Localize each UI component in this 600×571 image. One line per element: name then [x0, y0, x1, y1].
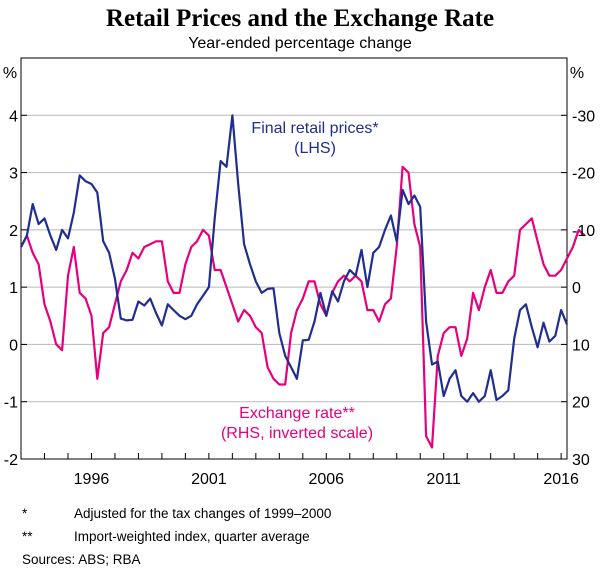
x-tick-label: 2001 — [191, 471, 227, 488]
right-tick-label: 0 — [572, 280, 581, 297]
plot-frame — [20, 57, 568, 460]
right-tick-label: 30 — [572, 452, 590, 469]
right-tick-label: 20 — [572, 395, 590, 412]
axis-ticks — [20, 114, 567, 460]
footnote-1-text: Adjusted for the tax changes of 1999–200… — [74, 506, 331, 521]
series-label-retail: Final retail prices* — [251, 120, 378, 137]
chart-subtitle: Year-ended percentage change — [188, 35, 412, 52]
series-label-exchange-axis: (RHS, inverted scale) — [221, 425, 373, 442]
left-axis-unit: % — [3, 65, 17, 82]
right-tick-label: -10 — [572, 223, 595, 240]
left-tick-label: -1 — [4, 395, 18, 412]
right-tick-label: 10 — [572, 337, 590, 354]
left-tick-label: 4 — [9, 108, 18, 125]
right-tick-label: -30 — [572, 108, 595, 125]
exchange-rate-line — [20, 165, 586, 449]
left-tick-label: 0 — [9, 337, 18, 354]
series-label-exchange: Exchange rate** — [239, 405, 355, 422]
chart-title: Retail Prices and the Exchange Rate — [106, 5, 494, 32]
left-tick-label: 2 — [9, 223, 18, 240]
retail-prices-line — [20, 114, 569, 403]
gridlines — [21, 114, 567, 403]
footnote-2-text: Import-weighted index, quarter average — [74, 529, 310, 544]
left-tick-label: 1 — [9, 280, 18, 297]
footnote-1-mark: * — [22, 506, 28, 521]
series-lines — [20, 114, 586, 449]
series-label-retail-axis: (LHS) — [294, 140, 336, 157]
x-tick-label: 2011 — [427, 471, 462, 488]
left-tick-label: -2 — [4, 452, 18, 469]
x-tick-label: 2016 — [543, 471, 579, 488]
left-tick-label: 3 — [9, 166, 18, 183]
right-axis-unit: % — [570, 65, 584, 82]
x-tick-label: 1996 — [74, 471, 110, 488]
right-tick-label: -20 — [572, 166, 595, 183]
footnote-2-mark: ** — [22, 529, 33, 544]
x-tick-label: 2006 — [308, 471, 344, 488]
sources-note: Sources: ABS; RBA — [22, 552, 141, 567]
